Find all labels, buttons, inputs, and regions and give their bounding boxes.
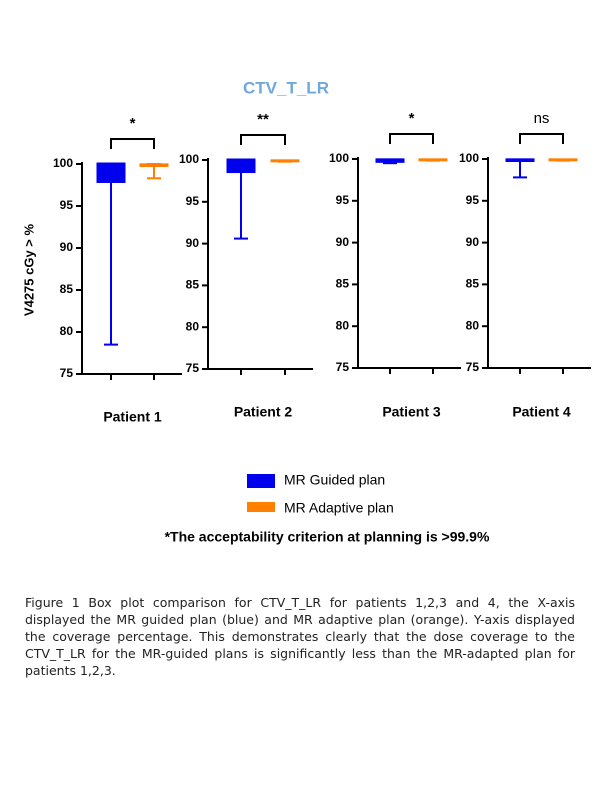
y-tick-label: 90 (60, 240, 74, 254)
y-tick-label: 90 (466, 235, 480, 249)
y-axis-label: V4275 cGy > % (21, 223, 36, 316)
y-tick-label: 80 (466, 318, 480, 332)
significance-bracket (389, 133, 434, 144)
y-tick-label: 100 (179, 152, 199, 166)
y-tick-label: 95 (466, 193, 480, 207)
y-tick-label: 75 (336, 360, 350, 374)
y-tick-label: 80 (336, 318, 350, 332)
box (96, 162, 126, 183)
y-tick-label: 85 (186, 278, 200, 292)
x-axis-label: Patient 2 (234, 404, 293, 420)
legend-label: MR Adaptive plan (284, 500, 394, 516)
y-tick-label: 100 (459, 151, 479, 165)
y-tick-label: 75 (60, 366, 74, 380)
y-tick-label: 85 (466, 277, 480, 291)
caption: Figure 1 Box plot comparison for CTV_T_L… (25, 595, 575, 678)
y-tick-label: 75 (186, 361, 200, 375)
y-tick-label: 100 (53, 156, 73, 170)
legend-label: MR Guided plan (284, 472, 385, 488)
significance-label: * (409, 110, 415, 127)
y-tick-label: 90 (186, 236, 200, 250)
box (226, 158, 256, 174)
significance-label: ns (534, 110, 550, 127)
y-tick-label: 100 (329, 151, 349, 165)
y-tick-label: 75 (466, 360, 480, 374)
y-tick-label: 95 (336, 193, 350, 207)
significance-bracket (110, 138, 155, 149)
figure-title: CTV_T_LR (243, 78, 329, 97)
note: *The acceptability criterion at planning… (165, 529, 490, 545)
y-tick-label: 90 (336, 235, 350, 249)
figure: CTV_T_LR *The acceptability criterion at… (21, 78, 591, 545)
y-tick-label: 85 (60, 282, 74, 296)
x-axis-label: Patient 3 (382, 404, 441, 420)
y-tick-label: 95 (186, 194, 200, 208)
legend-swatch (247, 502, 275, 512)
y-tick-label: 80 (186, 319, 200, 333)
significance-label: * (130, 115, 136, 132)
x-axis-label: Patient 4 (512, 404, 571, 420)
significance-bracket (519, 133, 564, 144)
y-tick-label: 80 (60, 324, 74, 338)
x-axis-label: Patient 1 (103, 409, 162, 425)
y-tick-label: 85 (336, 277, 350, 291)
legend-swatch (247, 474, 275, 488)
significance-label: ** (257, 111, 269, 128)
significance-bracket (240, 134, 286, 145)
y-tick-label: 95 (60, 198, 74, 212)
